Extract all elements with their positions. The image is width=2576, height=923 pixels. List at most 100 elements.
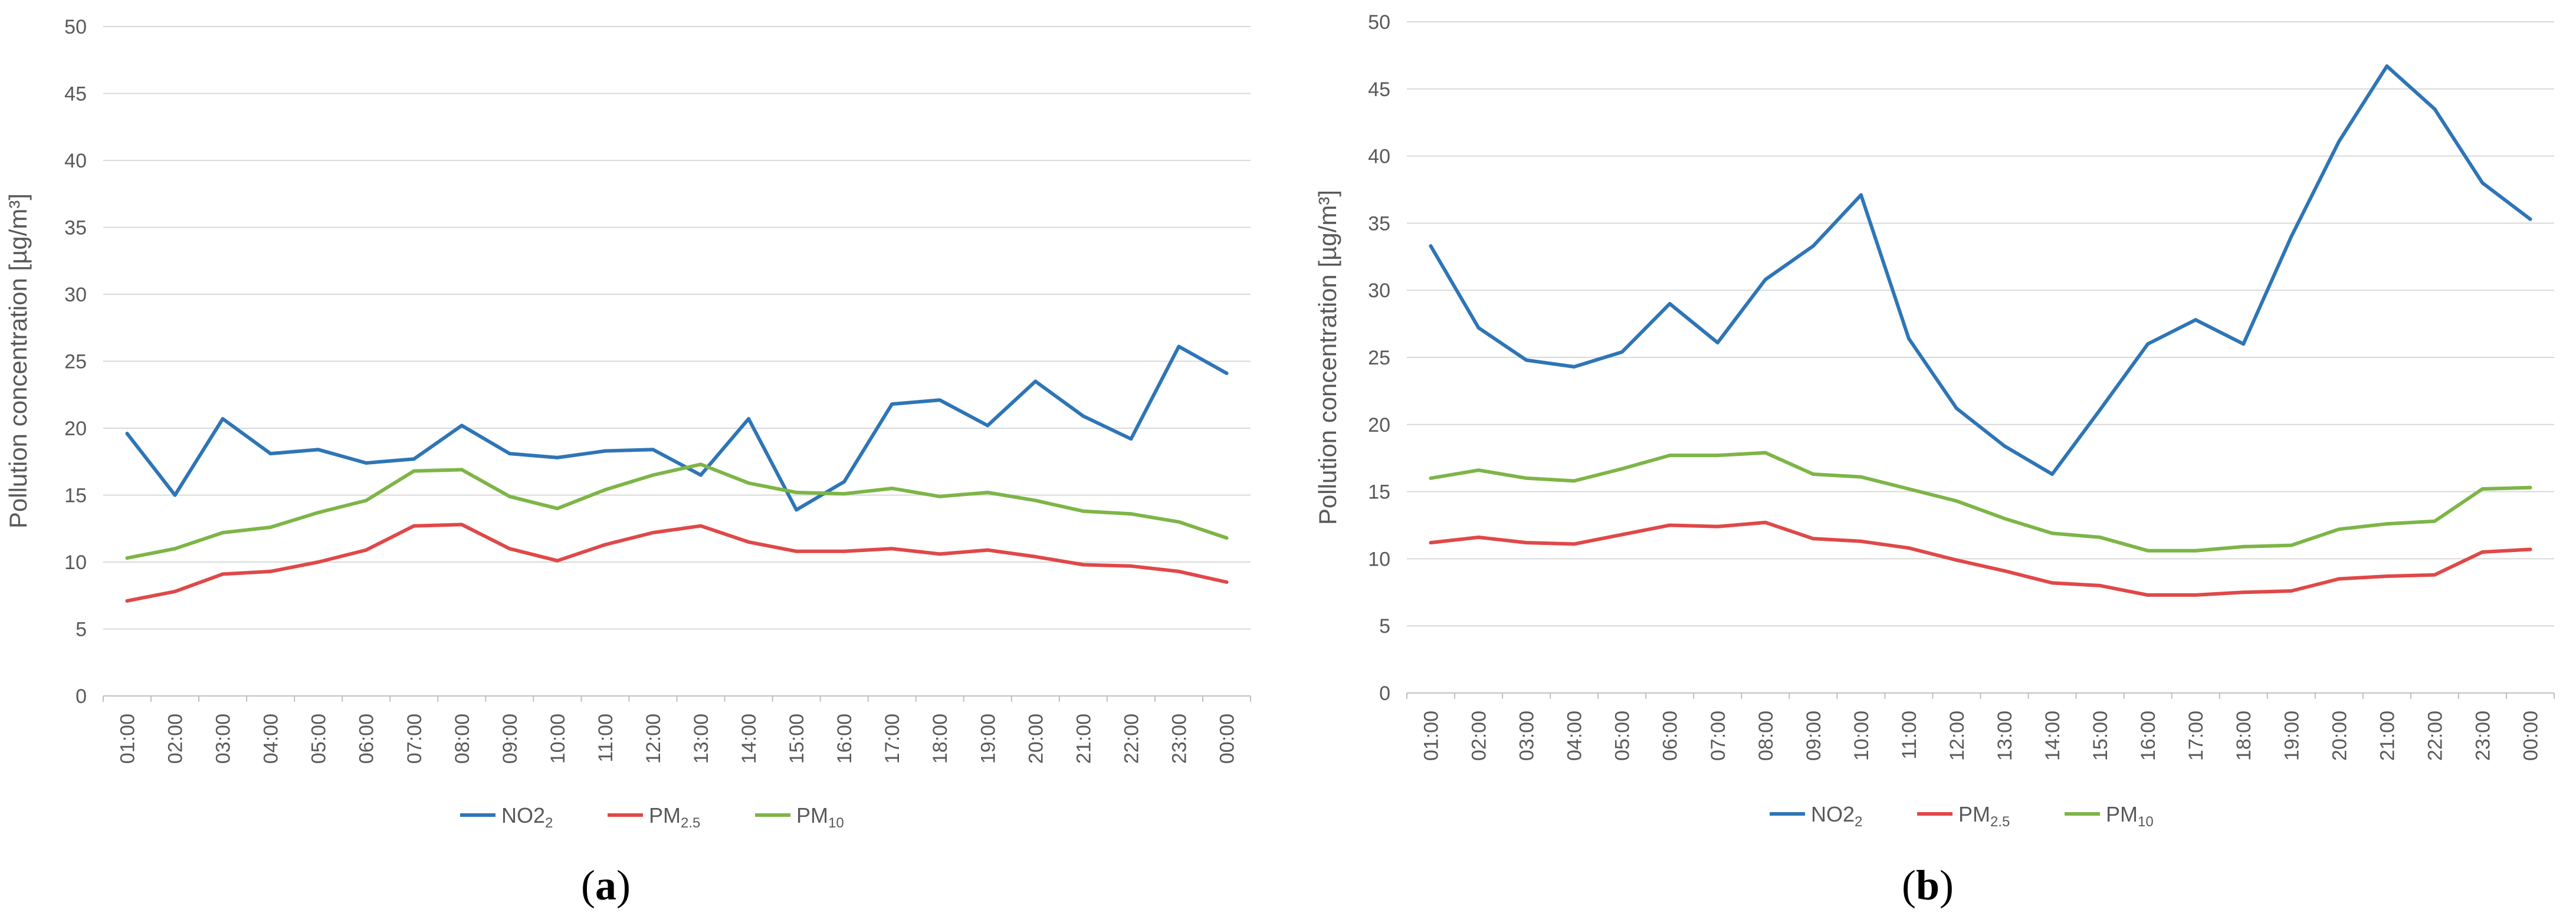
x-tick-label: 13:00 [1994,711,2016,761]
data-point-pm25-17 [938,552,942,556]
data-point-no22-23 [1225,371,1229,375]
y-tick-label: 10 [1368,548,1390,570]
data-point-no22-8 [507,452,511,456]
data-point-pm25-20 [2385,574,2389,578]
x-tick-label: 04:00 [260,714,283,764]
data-point-pm10-10 [603,488,607,492]
data-point-pm10-23 [2528,485,2532,490]
x-tick-label: 11:00 [595,714,617,763]
x-tick-label: 05:00 [308,714,330,764]
x-tick-label: 14:00 [2042,711,2064,761]
x-tick-label: 02:00 [165,714,187,764]
data-point-pm25-16 [890,547,894,551]
data-point-no22-0 [125,432,129,436]
data-point-no22-9 [1859,193,1863,197]
data-point-pm10-5 [364,498,368,502]
legend-label-0: NO22 [1811,802,1862,830]
series-line-no22 [1429,64,2532,476]
x-tick-label: 18:00 [2233,711,2255,761]
data-point-pm10-18 [2289,543,2293,547]
data-point-pm10-6 [1715,454,1719,458]
data-point-no22-22 [2480,181,2485,185]
chart-panel-a: 0 5 10 15 20 25 30 35 40 45 50 01:00 02:00 03:00 04:00… [4,16,1251,831]
series-line-pm10 [125,462,1229,560]
data-point-no22-5 [364,461,368,465]
x-tick-label: 15:00 [786,714,808,764]
data-point-pm10-1 [1476,468,1481,472]
data-point-pm25-2 [1524,541,1528,545]
data-point-pm25-14 [795,549,799,553]
legend-label-name: PM [796,803,828,827]
data-point-no22-6 [1715,340,1719,344]
data-point-pm25-21 [2433,573,2437,577]
legend-label-name: PM [2106,802,2138,826]
data-point-no22-11 [1954,406,1958,410]
legend-label-name: NO2 [501,803,545,827]
data-point-pm10-13 [747,481,751,485]
y-tick-label: 20 [1368,414,1390,436]
data-point-pm25-17 [2242,590,2246,594]
y-tick-label: 0 [76,685,87,708]
data-point-pm25-2 [221,572,225,576]
x-tick-label: 08:00 [1755,711,1777,761]
data-point-pm25-18 [2289,589,2293,593]
data-point-no22-20 [2385,64,2389,68]
data-point-pm25-19 [2337,577,2341,581]
data-point-no22-3 [268,452,273,456]
data-point-pm10-8 [1811,472,1815,477]
x-tick-label: 15:00 [2089,711,2112,761]
x-tick-label: 01:00 [117,714,139,764]
data-point-pm25-15 [842,549,846,553]
data-point-pm10-15 [2146,548,2150,553]
data-point-pm25-10 [1906,546,1911,550]
chart-panel-b: 0 5 10 15 20 25 30 35 40 45 50 01:00 02:00 03:00 04:00… [1314,11,2555,830]
legend-label-name: NO2 [1811,802,1855,826]
y-tick-label: 15 [1368,481,1390,504]
data-point-pm10-17 [2242,544,2246,548]
x-tick-label: 21:00 [2376,711,2398,761]
data-point-pm10-11 [1954,499,1958,503]
x-tick-label: 08:00 [451,714,474,764]
data-point-no22-14 [795,508,799,512]
data-point-no22-15 [842,479,846,484]
x-tick-label: 16:00 [833,714,856,764]
data-point-pm10-3 [1572,479,1576,483]
data-point-pm25-22 [2480,550,2485,554]
data-point-pm25-23 [2528,547,2532,551]
data-point-pm10-19 [1033,498,1038,502]
data-point-pm25-6 [412,524,416,528]
data-point-pm25-0 [1429,541,1433,545]
data-point-pm10-18 [986,490,990,494]
data-point-pm25-3 [268,569,273,573]
data-point-pm25-18 [986,548,990,552]
data-point-pm25-13 [747,540,751,544]
data-point-pm25-13 [2050,581,2055,585]
legend-label-subscript: 2 [545,815,553,831]
x-tick-label: 06:00 [1659,711,1682,761]
data-point-pm25-10 [603,543,607,547]
data-point-no22-16 [890,402,894,406]
data-point-pm25-19 [1033,554,1038,559]
data-point-no22-5 [1668,301,1672,306]
data-point-no22-17 [938,398,942,402]
data-point-no22-18 [986,423,990,428]
x-tick-label: 19:00 [977,714,999,764]
x-tick-label: 04:00 [1564,711,1586,761]
x-tick-label: 14:00 [738,714,760,764]
data-point-pm25-14 [2098,583,2102,587]
data-point-no22-19 [1033,379,1038,383]
data-point-no22-18 [2289,235,2293,239]
data-point-no22-12 [2003,444,2007,448]
data-point-pm10-19 [2337,527,2341,531]
data-point-pm10-14 [795,490,799,494]
y-tick-label: 25 [1368,347,1390,369]
y-tick-label: 40 [64,150,87,172]
data-point-pm10-21 [1129,512,1133,516]
y-tick-label: 50 [64,16,87,38]
y-tick-label: 5 [76,619,87,641]
x-tick-label: 06:00 [356,714,378,764]
y-tick-label: 50 [1368,11,1390,34]
data-point-pm25-6 [1715,524,1719,528]
data-point-no22-17 [2242,342,2246,346]
data-point-pm10-13 [2050,531,2055,536]
